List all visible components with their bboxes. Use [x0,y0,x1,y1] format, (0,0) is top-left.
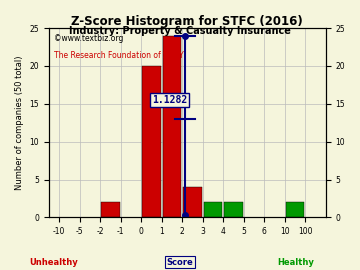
Text: Healthy: Healthy [277,258,314,266]
Bar [224,202,243,217]
Text: Score: Score [167,258,193,266]
Bar [142,66,161,217]
Text: ©www.textbiz.org: ©www.textbiz.org [54,34,124,43]
Text: Unhealthy: Unhealthy [30,258,78,266]
Bar [204,202,222,217]
Text: Industry: Property & Casualty Insurance: Industry: Property & Casualty Insurance [69,26,291,36]
Bar [101,202,120,217]
Bar [286,202,304,217]
Title: Z-Score Histogram for STFC (2016): Z-Score Histogram for STFC (2016) [71,15,303,28]
Text: 1.1282: 1.1282 [152,95,188,105]
Bar [163,36,181,217]
Text: The Research Foundation of SUNY: The Research Foundation of SUNY [54,51,184,60]
Bar [183,187,202,217]
Y-axis label: Number of companies (50 total): Number of companies (50 total) [15,55,24,190]
